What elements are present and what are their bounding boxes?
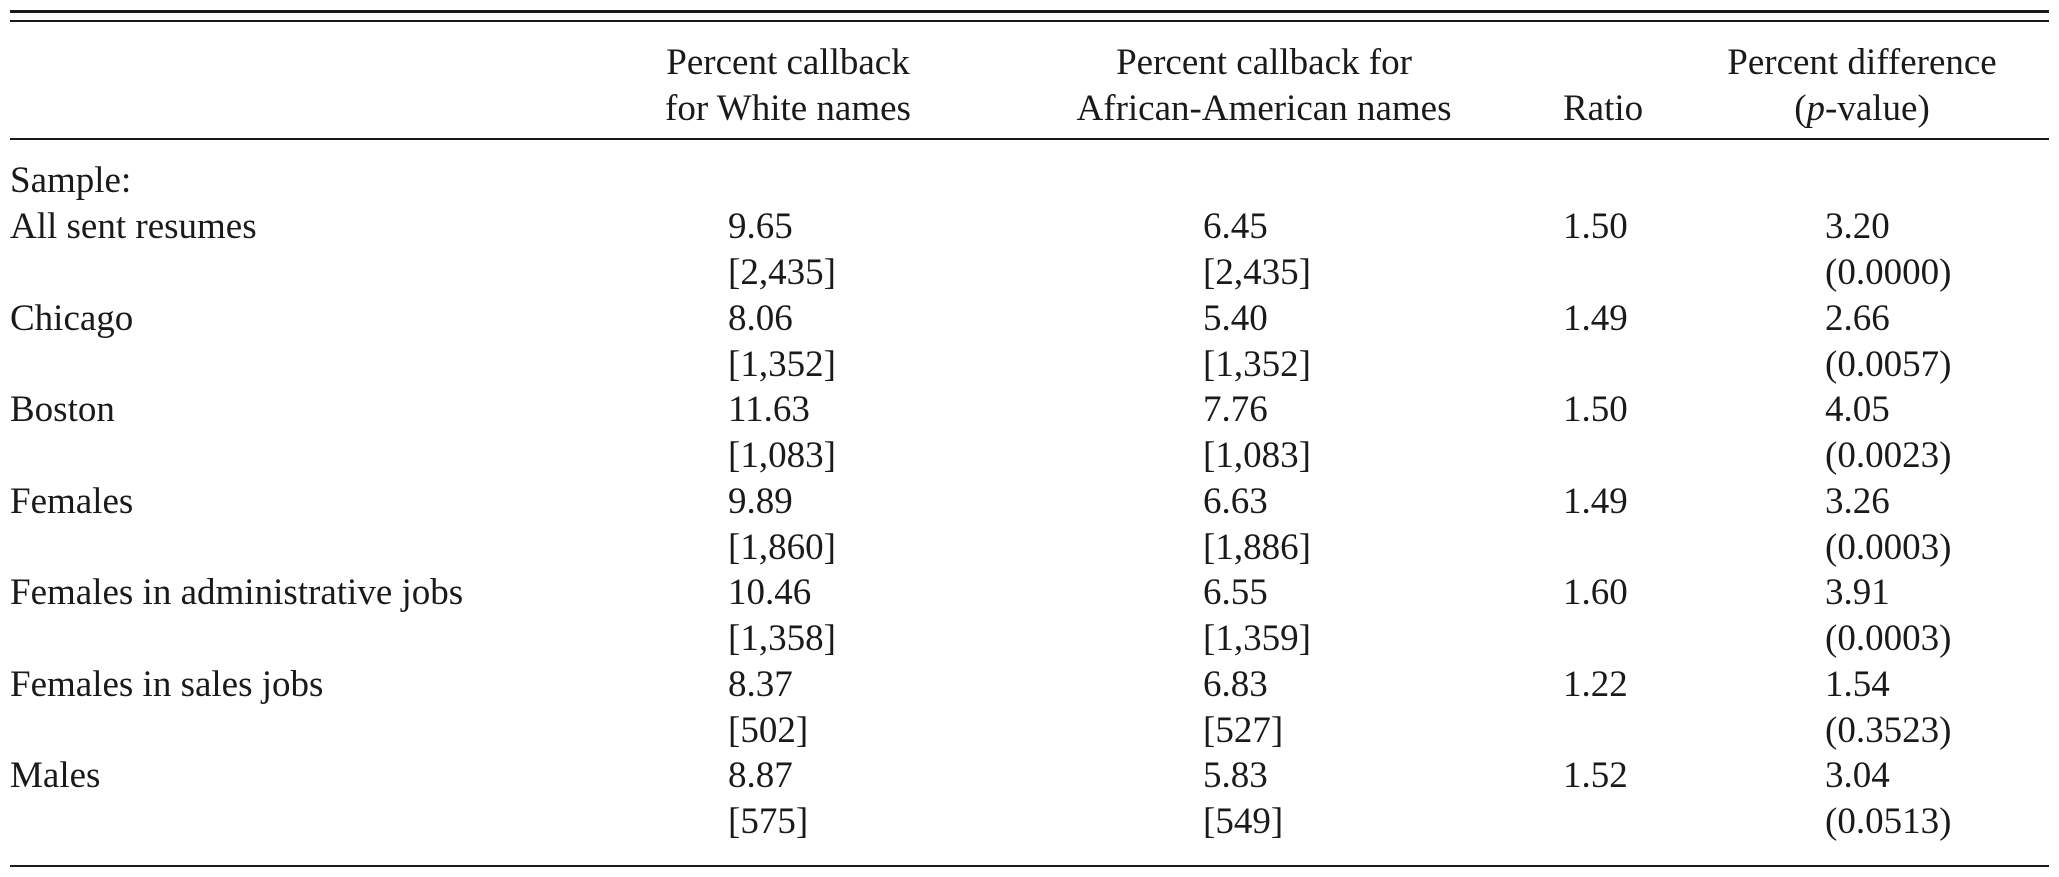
header-aa-line1: Percent callback for xyxy=(1116,42,1412,83)
percent-difference-value: 1.54 xyxy=(1825,664,1890,705)
aa-callback-value: 5.83 xyxy=(1203,755,1268,796)
ratio-value: 1.49 xyxy=(1563,481,1628,522)
header-white-line2: for White names xyxy=(665,88,911,129)
white-callback-value: 11.63 xyxy=(728,389,810,430)
header-diff-paren: ( xyxy=(1794,88,1807,129)
percent-difference-value: 4.05 xyxy=(1825,389,1890,430)
white-sample-size: [1,358] xyxy=(728,618,836,659)
bottom-rule xyxy=(10,865,2049,867)
header-diff-rest: -value) xyxy=(1825,88,1930,129)
ratio-value: 1.60 xyxy=(1563,572,1628,613)
header-white-line1: Percent callback xyxy=(666,42,910,83)
ratio-value: 1.49 xyxy=(1563,298,1628,339)
white-sample-size: [2,435] xyxy=(728,252,836,293)
header-diff-line2: (p-value) xyxy=(1794,86,1930,132)
aa-callback-value: 6.63 xyxy=(1203,481,1268,522)
white-sample-size: [1,083] xyxy=(728,435,836,476)
ratio-value: 1.50 xyxy=(1563,206,1628,247)
row-label: Chicago xyxy=(10,298,134,339)
section-label-sample: Sample: xyxy=(10,160,132,201)
percent-difference-value: 3.91 xyxy=(1825,572,1890,613)
top-rule-thick xyxy=(10,10,2049,13)
aa-sample-size: [1,886] xyxy=(1203,527,1311,568)
aa-sample-size: [1,352] xyxy=(1203,344,1311,385)
row-label: Females in sales jobs xyxy=(10,664,324,705)
ratio-value: 1.52 xyxy=(1563,755,1628,796)
top-rule-thin xyxy=(10,20,2049,22)
header-diff-line1: Percent difference xyxy=(1727,42,1997,83)
header-diff-p: p xyxy=(1806,88,1826,129)
aa-sample-size: [1,083] xyxy=(1203,435,1311,476)
header-rule xyxy=(10,138,2049,140)
p-value: (0.0000) xyxy=(1825,252,1952,293)
white-callback-value: 8.87 xyxy=(728,755,793,796)
white-sample-size: [502] xyxy=(728,710,809,751)
white-sample-size: [1,860] xyxy=(728,527,836,568)
row-label: Males xyxy=(10,755,101,796)
header-aa-line2: African-American names xyxy=(1076,88,1452,129)
row-label: Females xyxy=(10,481,134,522)
aa-sample-size: [549] xyxy=(1203,801,1284,842)
header-ratio: Ratio xyxy=(1563,88,1644,129)
white-callback-value: 8.06 xyxy=(728,298,793,339)
ratio-value: 1.50 xyxy=(1563,389,1628,430)
aa-callback-value: 6.45 xyxy=(1203,206,1268,247)
white-callback-value: 10.46 xyxy=(728,572,812,613)
aa-callback-value: 5.40 xyxy=(1203,298,1268,339)
p-value: (0.0057) xyxy=(1825,344,1952,385)
aa-callback-value: 6.83 xyxy=(1203,664,1268,705)
p-value: (0.0003) xyxy=(1825,527,1952,568)
percent-difference-value: 3.20 xyxy=(1825,206,1890,247)
aa-sample-size: [1,359] xyxy=(1203,618,1311,659)
aa-callback-value: 7.76 xyxy=(1203,389,1268,430)
ratio-value: 1.22 xyxy=(1563,664,1628,705)
white-callback-value: 9.89 xyxy=(728,481,793,522)
percent-difference-value: 2.66 xyxy=(1825,298,1890,339)
p-value: (0.0023) xyxy=(1825,435,1952,476)
p-value: (0.0513) xyxy=(1825,801,1952,842)
aa-sample-size: [527] xyxy=(1203,710,1284,751)
white-callback-value: 9.65 xyxy=(728,206,793,247)
percent-difference-value: 3.26 xyxy=(1825,481,1890,522)
white-callback-value: 8.37 xyxy=(728,664,793,705)
white-sample-size: [575] xyxy=(728,801,809,842)
aa-sample-size: [2,435] xyxy=(1203,252,1311,293)
p-value: (0.0003) xyxy=(1825,618,1952,659)
row-label: All sent resumes xyxy=(10,206,257,247)
aa-callback-value: 6.55 xyxy=(1203,572,1268,613)
percent-difference-value: 3.04 xyxy=(1825,755,1890,796)
p-value: (0.3523) xyxy=(1825,710,1952,751)
white-sample-size: [1,352] xyxy=(728,344,836,385)
row-label: Females in administrative jobs xyxy=(10,572,464,613)
row-label: Boston xyxy=(10,389,115,430)
